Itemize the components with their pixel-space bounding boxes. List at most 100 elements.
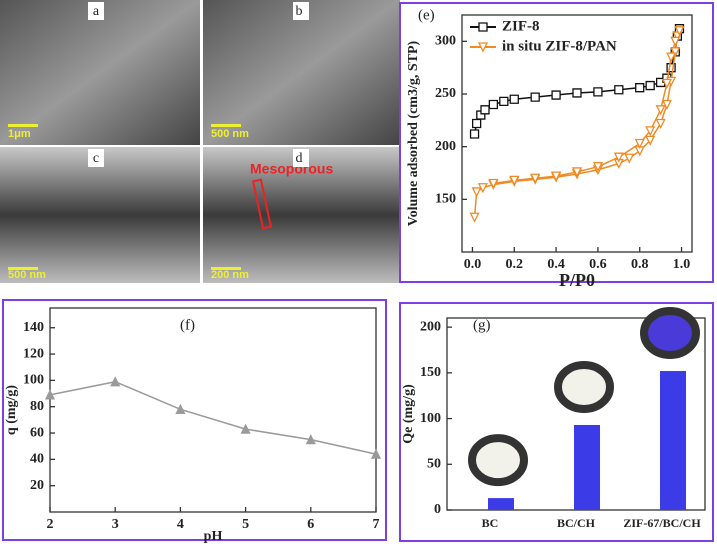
label-box xyxy=(293,2,309,20)
chart-title: (g) xyxy=(473,317,491,333)
marker xyxy=(480,105,490,115)
marker xyxy=(44,389,56,400)
panel-label: b xyxy=(296,4,303,19)
sample-photo xyxy=(640,307,700,360)
marker xyxy=(530,92,540,102)
label-box xyxy=(293,149,309,167)
marker xyxy=(471,118,482,129)
x-tick-label: 2 xyxy=(47,517,54,532)
marker xyxy=(645,80,655,91)
marker xyxy=(572,88,582,98)
marker xyxy=(593,87,603,97)
x-tick-label: BC/CH xyxy=(557,516,596,530)
chart-title: (f) xyxy=(180,317,195,333)
marker xyxy=(592,162,603,173)
marker xyxy=(469,129,480,139)
y-tick-label: 200 xyxy=(420,319,441,334)
marker xyxy=(477,183,488,194)
micrographs: Mesoporous xyxy=(0,0,400,283)
plot-frame xyxy=(49,307,377,513)
y-axis-label: Volume adsorbed (cm3/g, STP) xyxy=(406,40,421,226)
marker xyxy=(175,403,186,414)
scale-label: 500 nm xyxy=(211,128,249,140)
marker xyxy=(240,423,251,434)
series-line xyxy=(473,30,681,218)
marker xyxy=(670,47,681,58)
marker xyxy=(666,52,677,63)
x-tick-label: 6 xyxy=(307,517,314,532)
label-box xyxy=(88,149,104,167)
scale-bar xyxy=(211,267,241,270)
marker xyxy=(551,90,561,100)
marker xyxy=(674,26,685,37)
panel-label: a xyxy=(93,4,100,19)
x-tick-label: 3 xyxy=(112,517,119,532)
y-tick-label: 100 xyxy=(23,373,44,388)
x-tick-label: 0.6 xyxy=(589,257,607,272)
marker xyxy=(370,448,382,459)
y-tick-label: 150 xyxy=(420,365,441,380)
panel-frame xyxy=(2,299,387,541)
label-box xyxy=(88,2,104,20)
x-tick-label: BC xyxy=(482,516,499,530)
x-tick-label: 0.0 xyxy=(464,257,482,272)
panel-label: d xyxy=(296,151,303,166)
marker xyxy=(655,118,666,129)
marker xyxy=(670,36,681,47)
scale-label: 500 nm xyxy=(8,269,46,281)
marker xyxy=(551,171,562,182)
marker xyxy=(645,135,656,146)
y-tick-label: 120 xyxy=(23,346,44,361)
marker xyxy=(499,96,509,107)
bar xyxy=(574,424,600,510)
marker xyxy=(110,376,121,387)
pore-marker xyxy=(251,178,273,230)
marker xyxy=(624,153,635,164)
panel-frame xyxy=(399,2,714,283)
marker xyxy=(635,83,645,93)
y-tick-label: 50 xyxy=(427,457,441,472)
marker xyxy=(469,212,480,223)
scale-label: 1μm xyxy=(8,128,31,140)
y-axis-label: q (mg/g) xyxy=(4,385,19,436)
scale-label: 200 nm xyxy=(211,269,249,281)
marker xyxy=(530,173,541,184)
y-tick-label: 80 xyxy=(30,399,44,414)
y-tick-label: 200 xyxy=(435,139,456,154)
x-axis-label: pH xyxy=(204,529,223,544)
y-axis-label: Qe (mg/g) xyxy=(401,384,416,444)
annotation: Mesoporous xyxy=(250,161,333,177)
legend-label: in situ ZIF-8/PAN xyxy=(502,38,617,54)
marker xyxy=(661,78,672,89)
x-tick-label: 7 xyxy=(373,517,380,532)
bar xyxy=(488,498,514,510)
bar xyxy=(660,371,686,510)
legend-label: ZIF-8 xyxy=(502,18,540,34)
y-tick-label: 100 xyxy=(420,411,441,426)
marker xyxy=(614,85,624,95)
y-tick-label: 60 xyxy=(30,425,44,440)
marker xyxy=(488,178,499,189)
marker xyxy=(471,187,482,198)
panel-label: c xyxy=(93,151,99,166)
x-tick-label: 4 xyxy=(177,517,184,532)
marker xyxy=(634,138,645,149)
marker xyxy=(613,152,624,163)
scale-bar xyxy=(211,124,241,127)
marker xyxy=(488,99,499,110)
x-tick-label: 0.4 xyxy=(547,257,565,272)
marker xyxy=(509,94,519,104)
y-tick-label: 140 xyxy=(23,320,44,335)
y-tick-label: 150 xyxy=(435,192,456,207)
y-tick-label: 300 xyxy=(435,34,456,49)
sample-photo xyxy=(554,360,614,413)
y-tick-label: 250 xyxy=(435,86,456,101)
marker xyxy=(571,167,583,178)
x-tick-label: 0.8 xyxy=(631,257,649,272)
x-tick-label: 5 xyxy=(242,517,249,532)
marker xyxy=(509,175,520,186)
plot-frame xyxy=(461,14,693,253)
marker xyxy=(661,99,672,110)
chart-title: (e) xyxy=(418,7,435,23)
